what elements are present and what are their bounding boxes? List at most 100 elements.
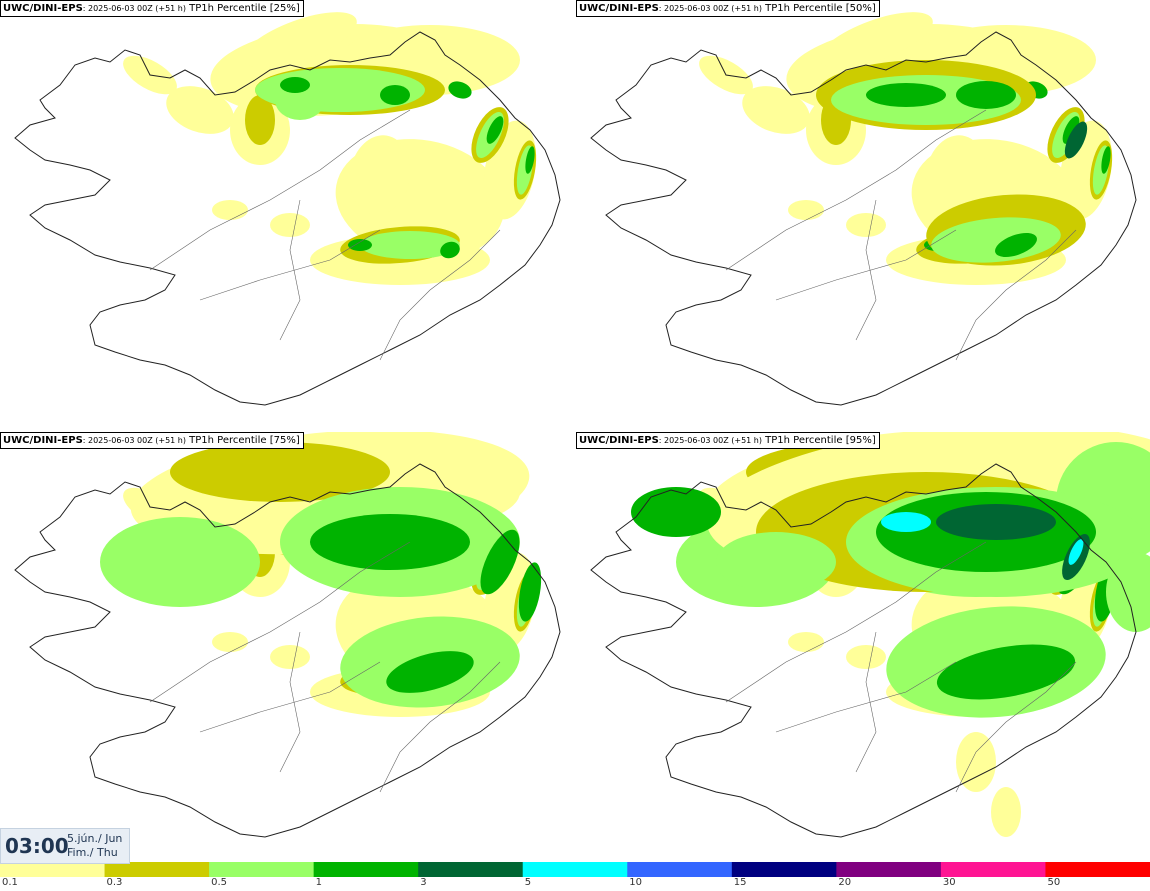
precip-area: [716, 532, 836, 592]
region-border: [279, 631, 301, 773]
precip-area: [631, 487, 721, 537]
iceland-map: [590, 432, 1150, 838]
precip-area: [270, 213, 310, 237]
legend-tick-label: 0.5: [211, 877, 227, 888]
legend-swatch: [1045, 862, 1150, 877]
region-border: [379, 661, 501, 793]
legend-tick-label: 15: [733, 877, 747, 888]
precip-area: [212, 632, 248, 652]
precip-area: [448, 81, 472, 99]
precip-area: [480, 529, 520, 595]
legend-tick-label: 0.3: [106, 877, 123, 888]
coastline: [14, 31, 561, 406]
legend-swatch: [104, 862, 210, 877]
panel-title: UWC/DINI-EPS: 2025-06-03 00Z (+51 h) TP1…: [576, 0, 880, 17]
region-border: [725, 109, 987, 271]
legend-tick-label: 5: [524, 877, 532, 888]
legend-swatch: [209, 862, 315, 877]
precip-area: [925, 135, 987, 215]
precip-area: [310, 514, 470, 570]
legend-tick-label: 20: [838, 877, 852, 888]
valid-time: 03:00: [5, 834, 69, 858]
legend-swatch: [836, 862, 942, 877]
map-panel-95: UWC/DINI-EPS: 2025-06-03 00Z (+51 h) TP1…: [576, 432, 1150, 862]
legend-tick-label: 10: [629, 877, 643, 888]
precip-area: [245, 95, 275, 145]
precip-area: [881, 512, 931, 532]
precip-area: [380, 85, 410, 105]
region-border: [379, 229, 501, 361]
precip-area: [1106, 552, 1150, 632]
region-border: [775, 661, 957, 733]
precip-area: [742, 86, 810, 134]
precip-area: [846, 645, 886, 669]
iceland-map: [14, 12, 561, 406]
legend-swatch: [522, 862, 628, 877]
precip-area: [212, 200, 248, 220]
legend-swatch: [627, 862, 733, 877]
valid-time-box: 03:00 5.jún./ Jun Fim./ Thu: [0, 828, 130, 864]
legend-tick-label: 3: [420, 877, 427, 888]
precip-area: [1064, 121, 1088, 159]
precip-area: [518, 562, 542, 622]
precip-area: [243, 12, 357, 68]
region-border: [149, 109, 411, 271]
panel-title: UWC/DINI-EPS: 2025-06-03 00Z (+51 h) TP1…: [576, 432, 880, 449]
legend-swatch: [731, 862, 837, 877]
iceland-map: [590, 12, 1137, 406]
precip-fill-layer: [123, 12, 537, 285]
precip-area: [525, 146, 535, 174]
precip-area: [486, 116, 504, 144]
valid-date: 5.jún./ Jun Fim./ Thu: [67, 832, 122, 860]
precip-area: [1101, 146, 1111, 174]
precip-area: [280, 77, 310, 93]
day-label: Fim./ Thu: [67, 846, 118, 859]
region-border: [199, 661, 381, 733]
region-border: [279, 199, 301, 341]
precip-area: [386, 651, 474, 693]
region-border: [955, 661, 1077, 793]
precip-area: [846, 213, 886, 237]
date-label: 5.jún./ Jun: [67, 832, 123, 845]
precip-area: [956, 81, 1016, 109]
precip-fill-layer: [699, 12, 1113, 285]
region-border: [775, 229, 957, 301]
precip-area: [788, 632, 824, 652]
precip-area: [995, 232, 1037, 258]
legend-tick-label: 0.1: [2, 877, 18, 888]
legend-tick-label: 1: [315, 877, 322, 888]
precip-area: [100, 517, 260, 607]
precip-fill-layer: [631, 432, 1150, 837]
region-border: [725, 541, 987, 703]
precip-area: [170, 442, 390, 502]
panel-title: UWC/DINI-EPS: 2025-06-03 00Z (+51 h) TP1…: [0, 0, 304, 17]
precip-area: [936, 504, 1056, 540]
precip-area: [956, 732, 996, 792]
precip-area: [1068, 539, 1084, 565]
precip-area: [866, 83, 946, 107]
precip-area: [349, 135, 411, 215]
legend-tick-label: 30: [942, 877, 956, 888]
precip-area: [936, 644, 1076, 700]
precip-area: [819, 12, 933, 68]
precip-area: [360, 231, 460, 259]
coastline: [590, 31, 1137, 406]
precip-area: [991, 787, 1021, 837]
region-border: [955, 229, 1077, 361]
region-border: [199, 229, 381, 301]
map-panel-50: UWC/DINI-EPS: 2025-06-03 00Z (+51 h) TP1…: [576, 0, 1150, 430]
precip-area: [270, 645, 310, 669]
precip-area: [348, 239, 372, 251]
legend-swatch: [313, 862, 419, 877]
region-border: [855, 199, 877, 341]
region-border: [855, 631, 877, 773]
precip-area: [1062, 116, 1080, 144]
region-border: [149, 541, 411, 703]
legend-tick-label: 50: [1047, 877, 1061, 888]
map-panel-75: UWC/DINI-EPS: 2025-06-03 00Z (+51 h) TP1…: [0, 432, 574, 862]
precip-area: [788, 200, 824, 220]
legend-swatch: [418, 862, 524, 877]
precip-area: [931, 217, 1061, 263]
coastline: [14, 463, 561, 838]
color-legend: [0, 862, 1150, 877]
